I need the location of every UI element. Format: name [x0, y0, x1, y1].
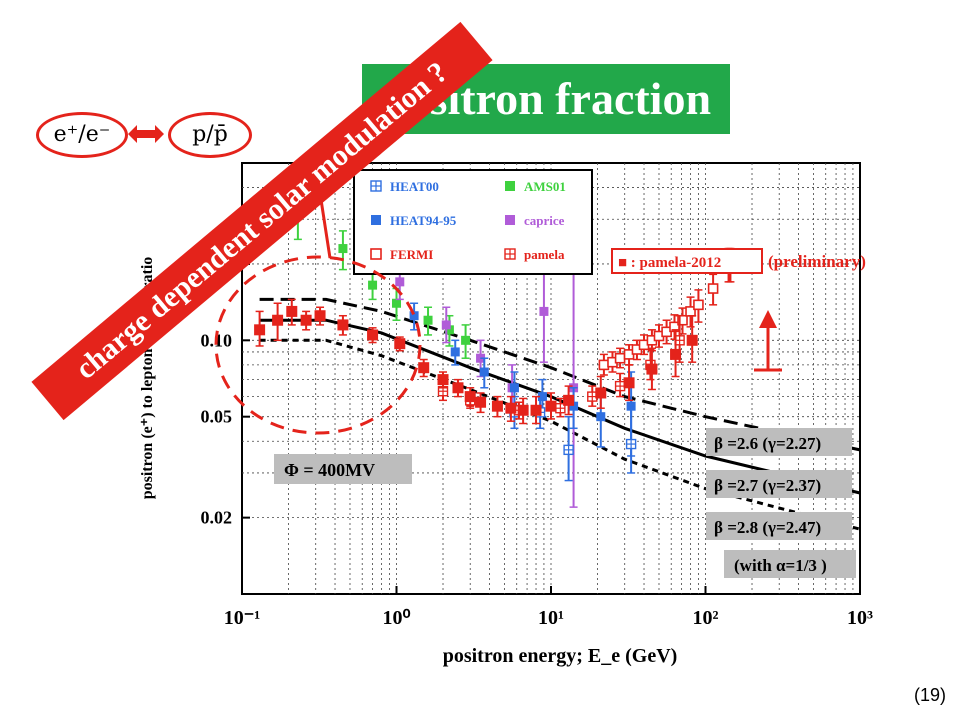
- data-point: [272, 314, 284, 326]
- data-point: [598, 359, 610, 371]
- legend-label: pamela: [524, 247, 565, 262]
- rise-arrow: [754, 310, 782, 372]
- data-point: [367, 329, 379, 341]
- data-point: [509, 383, 519, 393]
- proton-antiproton-ratio: p/p̄: [168, 112, 252, 158]
- data-point: [418, 362, 430, 374]
- low-energy-highlight: [214, 255, 422, 435]
- data-point: [625, 438, 637, 450]
- legend-marker: [370, 180, 382, 192]
- legend-items: HEAT00 AMS01 HEAT94-95 caprice FERMI pamela: [370, 179, 566, 262]
- data-point: [395, 277, 405, 287]
- x-axis-label: positron energy; E_e (GeV): [443, 645, 678, 667]
- double-arrow-icon: [128, 125, 164, 143]
- x-tick-label: 10⁻¹: [224, 607, 261, 629]
- legend-marker: [505, 181, 515, 191]
- data-point: [394, 338, 406, 350]
- data-point: [423, 315, 433, 325]
- data-point: [409, 311, 419, 321]
- legend-marker: [505, 215, 515, 225]
- legend-box: [353, 169, 593, 275]
- legend-label: FERMI: [390, 247, 433, 262]
- data-point: [437, 374, 449, 386]
- data-point: [461, 335, 471, 345]
- data-point: [254, 324, 266, 336]
- data-point: [530, 404, 542, 416]
- data-point: [286, 305, 298, 317]
- y-tick-label: 0.02: [201, 508, 233, 528]
- data-point: [300, 314, 312, 326]
- model-label-1: β =2.6 (γ=2.27): [714, 434, 821, 453]
- data-point: [491, 400, 503, 412]
- data-point: [563, 444, 574, 456]
- data-point: [595, 387, 607, 399]
- legend: HEAT00 AMS01 HEAT94-95 caprice FERMI pamela: [353, 169, 593, 275]
- phi-label: Φ = 400MV: [284, 460, 375, 480]
- data-point: [392, 298, 401, 308]
- legend-label: HEAT00: [390, 179, 439, 194]
- legend-label: caprice: [524, 213, 565, 228]
- data-point: [479, 367, 489, 377]
- data-point: [623, 377, 635, 389]
- data-point: [337, 319, 349, 331]
- x-tick-label: 10²: [693, 607, 719, 629]
- model-curve: [259, 318, 861, 495]
- preliminary-label: (preliminary): [768, 252, 866, 271]
- data-point: [464, 391, 476, 403]
- x-tick-label: 10¹: [538, 607, 564, 629]
- data-point: [452, 382, 464, 394]
- data-point: [475, 396, 487, 408]
- data-point: [444, 325, 454, 335]
- data-point: [517, 404, 529, 416]
- legend-marker: [370, 248, 382, 260]
- model-labels: β =2.6 (γ=2.27) β =2.7 (γ=2.37) β =2.8 (…: [706, 428, 856, 578]
- data-point: [670, 348, 682, 360]
- data-point: [563, 394, 575, 406]
- x-tick-label: 10³: [847, 607, 873, 629]
- data-point: [686, 334, 698, 346]
- legend-marker: [504, 248, 516, 260]
- pamela2012-label: ■ : pamela-2012: [618, 255, 721, 271]
- x-tick-label: 10⁰: [382, 607, 410, 629]
- data-point: [338, 244, 348, 254]
- legend-label: HEAT94-95: [390, 213, 457, 228]
- data-point: [693, 299, 704, 311]
- positron-electron-ratio: e⁺/e⁻: [36, 112, 128, 158]
- pamela2012-label-box: [611, 248, 763, 274]
- data-point: [646, 363, 658, 375]
- slide-number: (19): [913, 685, 946, 705]
- data-point: [441, 320, 451, 330]
- phi-label-box: [274, 454, 412, 484]
- model-curves: [259, 297, 861, 531]
- y-tick-label: 0.05: [201, 407, 233, 427]
- data-point: [505, 402, 517, 414]
- model-curve: [259, 297, 861, 452]
- data-point: [707, 283, 719, 294]
- model-label-4: (with α=1/3 ): [734, 556, 827, 575]
- data-point: [614, 352, 626, 364]
- data-point: [539, 306, 549, 316]
- data-points: [254, 198, 736, 508]
- data-point: [569, 401, 579, 411]
- data-point: [368, 280, 378, 290]
- data-point: [314, 310, 326, 322]
- model-label-2: β =2.7 (γ=2.37): [714, 476, 821, 495]
- data-point: [614, 380, 626, 392]
- data-point: [545, 400, 557, 412]
- data-point: [596, 412, 606, 422]
- legend-marker: [371, 215, 381, 225]
- data-point: [450, 347, 460, 357]
- model-label-3: β =2.8 (γ=2.47): [714, 518, 821, 537]
- legend-label: AMS01: [524, 179, 566, 194]
